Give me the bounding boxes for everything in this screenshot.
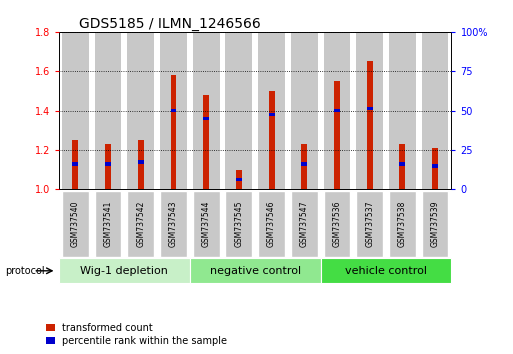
Text: GSM737541: GSM737541 [104, 201, 112, 247]
Bar [334, 81, 340, 189]
Text: GSM737545: GSM737545 [234, 201, 243, 247]
Bar [94, 191, 122, 257]
Bar [138, 160, 144, 164]
Bar [236, 170, 242, 189]
Text: GSM737538: GSM737538 [398, 201, 407, 247]
Bar [236, 178, 242, 181]
Bar [356, 32, 383, 189]
Text: negative control: negative control [210, 266, 301, 276]
Text: GSM737540: GSM737540 [71, 201, 80, 247]
Bar [367, 61, 372, 189]
Bar [190, 258, 321, 283]
Bar [193, 32, 220, 189]
Bar [170, 75, 176, 189]
Bar [301, 162, 307, 166]
Bar [269, 113, 274, 116]
Bar [334, 109, 340, 113]
Bar [422, 32, 448, 189]
Bar [105, 144, 111, 189]
Bar [324, 32, 350, 189]
Bar [269, 91, 274, 189]
Bar [138, 140, 144, 189]
Text: GSM737536: GSM737536 [332, 201, 342, 247]
Bar [160, 32, 187, 189]
Text: GSM737547: GSM737547 [300, 201, 309, 247]
Bar [432, 164, 438, 167]
Bar [301, 144, 307, 189]
Bar [59, 258, 190, 283]
Text: vehicle control: vehicle control [345, 266, 427, 276]
Text: GSM737544: GSM737544 [202, 201, 211, 247]
Bar [94, 32, 122, 189]
Bar [62, 32, 89, 189]
Bar [324, 191, 350, 257]
Legend: transformed count, percentile rank within the sample: transformed count, percentile rank withi… [46, 323, 227, 346]
Bar [127, 32, 154, 189]
Bar [72, 162, 78, 166]
Bar [291, 32, 318, 189]
Bar [432, 148, 438, 189]
Text: GSM737542: GSM737542 [136, 201, 145, 247]
Bar [389, 32, 416, 189]
Bar [400, 162, 405, 166]
Bar [203, 95, 209, 189]
Bar [72, 140, 78, 189]
Bar [127, 191, 154, 257]
Bar [225, 32, 252, 189]
Text: GSM737543: GSM737543 [169, 201, 178, 247]
Text: protocol: protocol [5, 266, 45, 276]
Bar [160, 191, 187, 257]
Bar [291, 191, 318, 257]
Bar [225, 191, 252, 257]
Bar [389, 191, 416, 257]
Bar [170, 109, 176, 113]
Bar [258, 32, 285, 189]
Bar [356, 191, 383, 257]
Bar [422, 191, 448, 257]
Bar [105, 162, 111, 166]
Bar [203, 117, 209, 120]
Text: Wig-1 depletion: Wig-1 depletion [81, 266, 168, 276]
Bar [400, 144, 405, 189]
Bar [62, 191, 89, 257]
Bar [321, 258, 451, 283]
Bar [367, 107, 372, 110]
Text: GSM737546: GSM737546 [267, 201, 276, 247]
Text: GSM737537: GSM737537 [365, 201, 374, 247]
Text: GSM737539: GSM737539 [430, 201, 440, 247]
Bar [258, 191, 285, 257]
Bar [193, 191, 220, 257]
Text: GDS5185 / ILMN_1246566: GDS5185 / ILMN_1246566 [78, 17, 261, 31]
